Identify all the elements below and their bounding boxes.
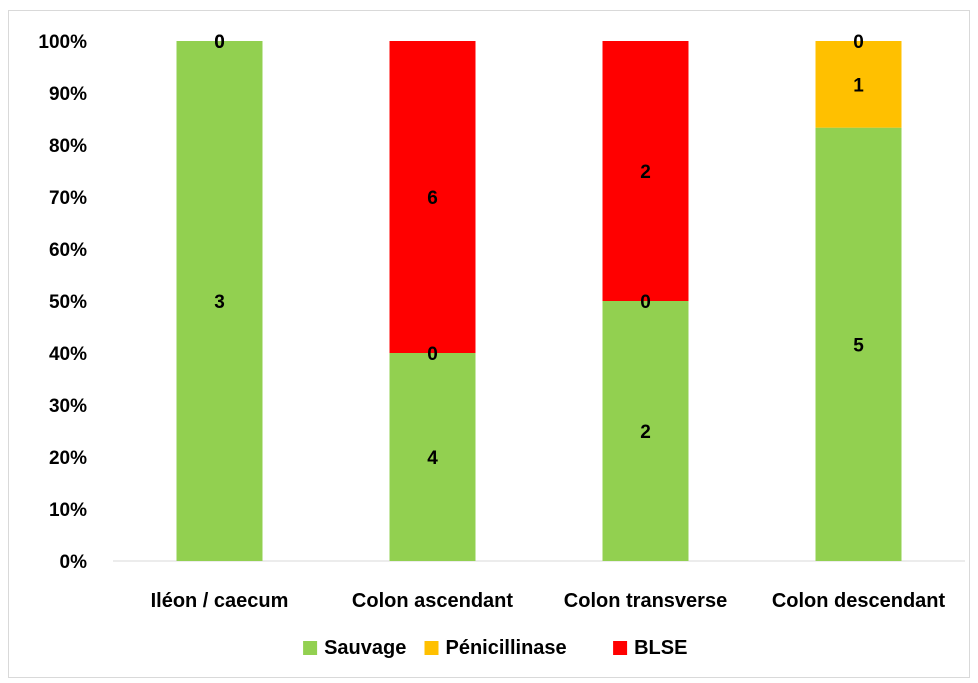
bar-segment-sauvage <box>176 41 263 561</box>
y-tick-label: 40% <box>49 344 87 365</box>
x-category-label: Colon transverse <box>564 590 727 612</box>
bars-group <box>176 41 902 562</box>
legend-swatch-blse <box>613 641 628 655</box>
data-label-sauvage: 3 <box>214 292 225 313</box>
data-label-sauvage: 4 <box>427 448 438 469</box>
legend-label-sauvage: Sauvage <box>324 637 406 659</box>
data-label-blse: 0 <box>853 32 864 53</box>
legend-swatch-sauvage <box>303 641 318 655</box>
y-tick-label: 90% <box>49 84 87 105</box>
category-labels-group: Iléon / caecum Colon ascendant Colon trans… <box>151 590 946 612</box>
y-tick-label: 80% <box>49 136 87 157</box>
data-label-blse: 6 <box>427 188 438 209</box>
data-label-penicillinase: 0 <box>427 344 438 365</box>
data-label-blse: 0 <box>214 32 225 53</box>
y-tick-label: 70% <box>49 188 87 209</box>
y-tick-label: 50% <box>49 292 87 313</box>
data-label-blse: 2 <box>640 162 651 183</box>
data-label-sauvage: 2 <box>640 422 651 443</box>
bar-segment-sauvage <box>815 127 902 562</box>
legend: Sauvage Pénicillinase BLSE <box>303 637 687 659</box>
data-label-penicillinase: 1 <box>853 75 864 96</box>
x-category-label: Colon ascendant <box>352 590 513 612</box>
y-tick-label: 60% <box>49 240 87 261</box>
bar-segment-blse <box>602 41 689 301</box>
data-label-penicillinase: 0 <box>214 32 225 53</box>
y-tick-label: 0% <box>60 552 88 573</box>
y-tick-label: 30% <box>49 396 87 417</box>
legend-swatch-penicillinase <box>424 641 439 655</box>
data-label-sauvage: 5 <box>853 335 864 356</box>
x-category-label: Colon descendant <box>772 590 946 612</box>
x-category-label: Iléon / caecum <box>151 590 289 612</box>
y-tick-label: 10% <box>49 500 87 521</box>
bar-segment-sauvage <box>389 353 476 561</box>
y-tick-label: 20% <box>49 448 87 469</box>
bar-segment-sauvage <box>602 301 689 561</box>
legend-label-blse: BLSE <box>634 637 687 659</box>
bar-segment-blse <box>389 41 476 353</box>
y-tick-label: 100% <box>38 32 87 53</box>
chart-frame <box>8 10 970 678</box>
bar-segment-penicillinase <box>815 41 902 128</box>
data-label-penicillinase: 0 <box>640 292 651 313</box>
legend-label-penicillinase: Pénicillinase <box>446 637 567 659</box>
